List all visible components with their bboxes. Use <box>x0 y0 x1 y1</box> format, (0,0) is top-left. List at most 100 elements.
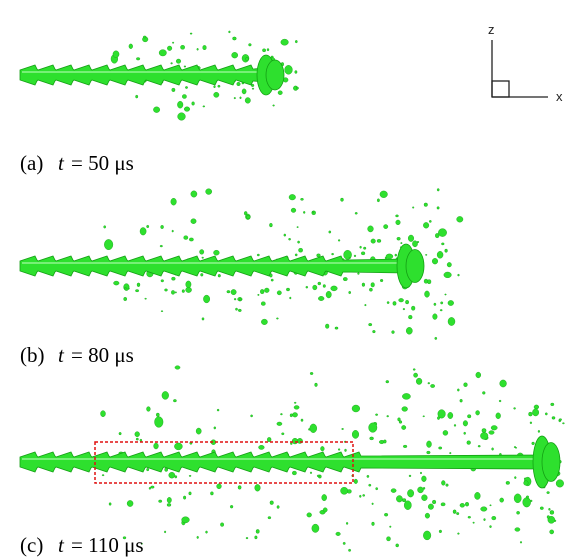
droplet <box>191 191 197 197</box>
droplet <box>343 277 347 280</box>
droplet <box>290 297 292 299</box>
droplet <box>246 537 248 539</box>
droplet <box>196 428 201 434</box>
droplet <box>403 308 405 310</box>
droplet <box>450 452 452 454</box>
droplet <box>246 215 250 218</box>
droplet <box>465 502 469 506</box>
droplet <box>301 198 304 200</box>
droplet <box>172 42 174 43</box>
droplet <box>490 505 492 506</box>
droplet <box>271 279 273 281</box>
droplet <box>176 59 181 63</box>
droplet <box>380 191 388 198</box>
droplet <box>363 247 366 249</box>
droplet <box>299 248 303 252</box>
droplet <box>175 292 177 293</box>
droplet <box>234 298 236 300</box>
droplet <box>227 290 230 293</box>
droplet <box>310 372 313 374</box>
droplet <box>167 497 171 503</box>
droplet <box>261 302 265 306</box>
droplet <box>371 283 375 287</box>
droplet <box>524 481 529 486</box>
droplet <box>151 486 155 488</box>
droplet <box>245 98 250 104</box>
droplet <box>547 516 550 519</box>
panel-label: (a) <box>20 151 43 175</box>
droplet <box>284 234 286 236</box>
droplet <box>354 255 356 257</box>
droplet <box>551 403 554 406</box>
droplet <box>331 286 338 291</box>
droplet <box>444 272 452 278</box>
droplet <box>446 484 449 487</box>
droplet <box>214 86 216 88</box>
droplet <box>255 484 261 491</box>
droplet <box>540 507 543 510</box>
droplet <box>365 304 367 306</box>
droplet <box>468 516 471 518</box>
droplet <box>317 254 321 257</box>
droplet <box>411 306 415 310</box>
droplet <box>295 40 297 43</box>
droplet <box>427 280 431 284</box>
droplet <box>307 513 312 517</box>
droplet <box>201 273 204 276</box>
droplet <box>185 86 187 88</box>
droplet <box>406 327 412 334</box>
droplet <box>143 36 146 38</box>
droplet <box>496 413 501 419</box>
droplet <box>369 323 372 326</box>
droplet <box>515 528 520 532</box>
droplet <box>428 504 433 510</box>
droplet <box>422 495 428 501</box>
droplet <box>167 46 172 51</box>
droplet <box>348 549 350 551</box>
droplet <box>153 107 159 113</box>
droplet <box>352 405 360 412</box>
droplet <box>480 432 488 439</box>
droplet <box>384 440 387 443</box>
droplet <box>306 286 308 288</box>
droplet <box>460 399 463 402</box>
droplet <box>172 277 176 280</box>
droplet <box>137 283 140 287</box>
droplet <box>155 417 164 428</box>
z-label: z <box>488 22 495 37</box>
droplet <box>416 378 422 384</box>
droplet <box>402 407 408 412</box>
droplet <box>154 443 159 449</box>
droplet <box>291 208 296 212</box>
droplet <box>386 380 389 383</box>
droplet <box>491 426 497 431</box>
droplet <box>343 542 345 544</box>
droplet <box>156 413 159 417</box>
droplet <box>360 246 362 248</box>
droplet <box>292 413 297 418</box>
time-value: = 110 μs <box>71 533 144 557</box>
droplet <box>556 480 564 488</box>
droplet <box>127 500 133 506</box>
droplet <box>267 49 269 51</box>
droplet <box>315 383 318 387</box>
droplet <box>218 274 221 277</box>
droplet <box>341 487 348 494</box>
droplet <box>395 254 397 256</box>
droplet <box>160 245 163 247</box>
droplet <box>181 45 185 49</box>
droplet <box>375 414 377 416</box>
droplet <box>249 44 252 47</box>
droplet <box>377 199 379 202</box>
droplet <box>489 431 494 435</box>
droplet <box>428 382 430 384</box>
droplet <box>396 215 399 217</box>
droplet <box>482 392 485 395</box>
droplet <box>396 220 401 225</box>
droplet <box>298 241 300 243</box>
droplet <box>276 318 278 319</box>
droplet <box>441 481 445 486</box>
droplet <box>457 216 463 222</box>
droplet <box>165 289 168 291</box>
droplet <box>363 494 365 496</box>
